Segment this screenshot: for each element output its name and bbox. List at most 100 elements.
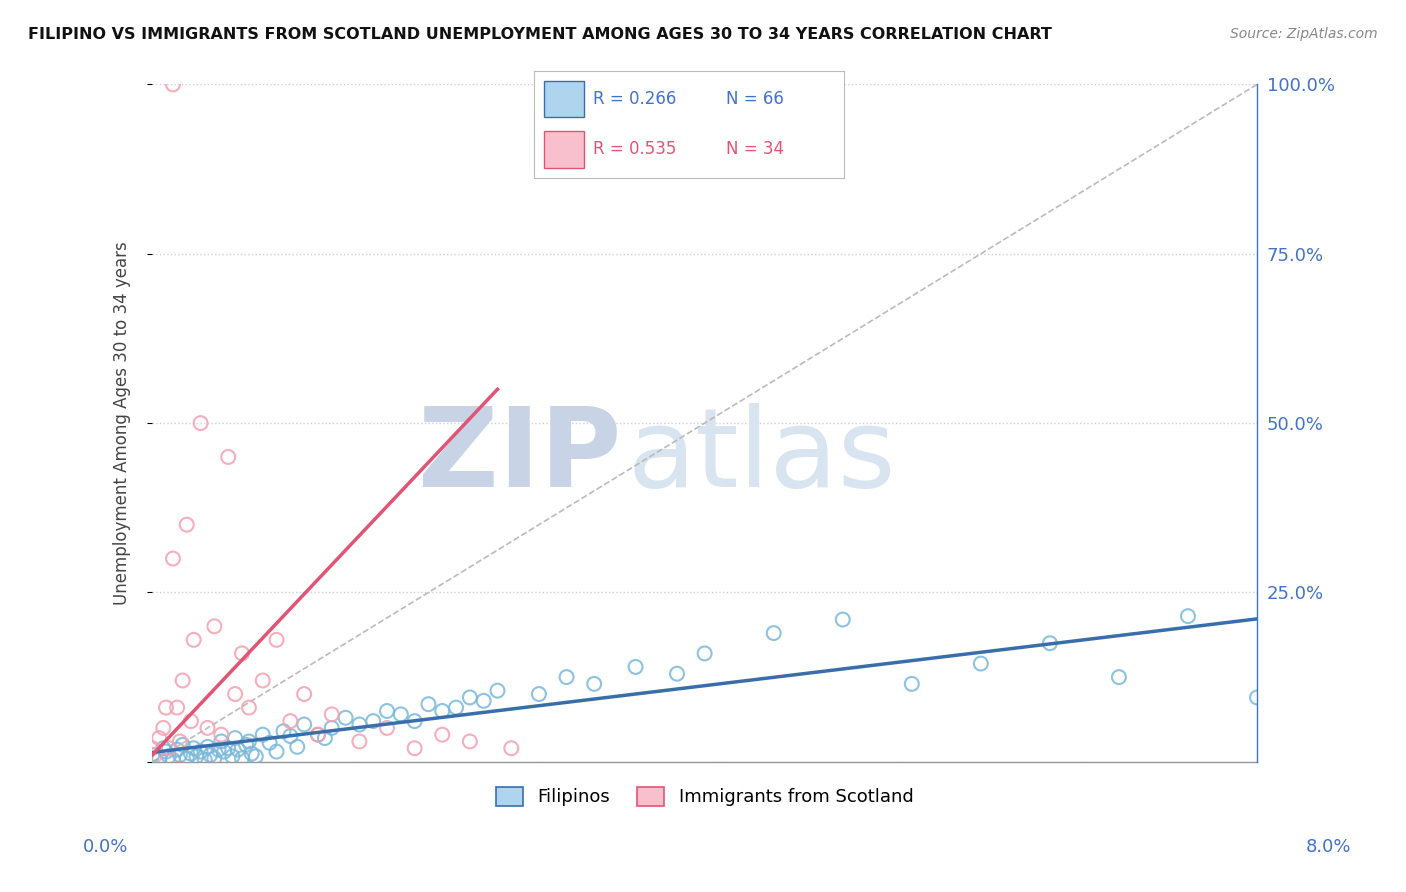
Point [231,751,253,765]
Point [226,742,249,756]
FancyBboxPatch shape [544,81,583,118]
Point [418,697,440,711]
Text: R = 0.535: R = 0.535 [593,141,676,159]
Text: ZIP: ZIP [419,403,621,510]
Point [155,700,177,714]
Text: 8.0%: 8.0% [1306,838,1351,855]
Point [162,551,184,566]
Point [259,736,281,750]
Point [666,666,689,681]
Point [162,78,184,92]
Point [831,613,853,627]
Point [235,738,257,752]
Point [458,734,481,748]
Point [200,747,222,762]
Point [231,647,253,661]
Point [335,711,357,725]
Point [162,753,184,767]
Point [404,741,426,756]
Text: Source: ZipAtlas.com: Source: ZipAtlas.com [1230,27,1378,41]
Point [190,745,212,759]
Point [166,700,188,714]
Text: 0.0%: 0.0% [83,838,128,855]
Point [583,677,606,691]
Point [224,687,246,701]
Point [157,749,180,764]
Point [624,660,647,674]
Point [375,721,398,735]
Point [252,673,274,688]
Point [245,749,267,764]
Point [180,747,202,761]
Point [472,694,495,708]
Point [1246,690,1268,705]
Point [349,717,371,731]
Point [527,687,550,701]
Point [1039,636,1062,650]
Point [389,707,412,722]
Point [217,741,239,756]
Point [141,741,163,756]
Point [266,632,288,647]
Point [375,704,398,718]
Point [209,728,232,742]
Point [266,745,288,759]
Point [157,741,180,756]
Text: N = 66: N = 66 [725,90,785,108]
Text: N = 34: N = 34 [725,141,785,159]
Point [361,714,384,728]
Point [292,717,315,731]
Point [444,700,467,714]
Point [240,747,263,761]
Point [321,721,343,735]
Point [217,450,239,464]
Point [458,690,481,705]
Point [1108,670,1130,684]
Point [183,741,205,756]
Point [180,714,202,728]
Point [901,677,924,691]
Point [307,728,329,742]
Point [183,632,205,647]
Point [176,751,198,765]
Point [432,728,454,742]
Point [762,626,785,640]
Point [321,707,343,722]
Point [280,714,302,728]
Point [404,714,426,728]
Y-axis label: Unemployment Among Ages 30 to 34 years: Unemployment Among Ages 30 to 34 years [114,241,131,605]
Point [155,745,177,759]
Point [207,742,229,756]
Point [273,724,295,739]
Point [349,734,371,748]
Point [148,751,170,765]
Legend: Filipinos, Immigrants from Scotland: Filipinos, Immigrants from Scotland [489,780,921,814]
Point [166,742,188,756]
Point [202,619,225,633]
Point [252,728,274,742]
Point [212,745,235,759]
Point [202,751,225,765]
Text: R = 0.266: R = 0.266 [593,90,676,108]
Point [693,647,716,661]
Point [186,749,208,764]
Point [169,734,191,748]
Point [209,734,232,748]
Text: FILIPINO VS IMMIGRANTS FROM SCOTLAND UNEMPLOYMENT AMONG AGES 30 TO 34 YEARS CORR: FILIPINO VS IMMIGRANTS FROM SCOTLAND UNE… [28,27,1052,42]
Point [197,721,219,735]
Point [172,673,194,688]
Point [152,721,174,735]
Point [1177,609,1199,624]
Point [307,728,329,742]
Point [190,416,212,430]
Point [238,700,260,714]
Point [314,731,336,745]
Point [172,738,194,752]
Point [224,731,246,745]
Text: atlas: atlas [627,403,896,510]
Point [486,683,509,698]
Point [141,747,163,762]
Point [176,517,198,532]
Point [280,729,302,743]
FancyBboxPatch shape [544,131,583,168]
